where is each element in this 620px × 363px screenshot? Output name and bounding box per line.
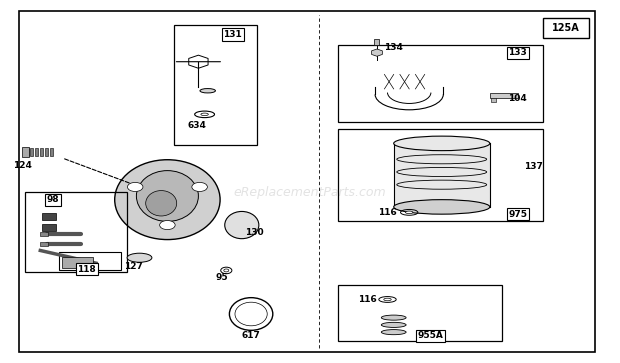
Bar <box>40 232 48 236</box>
Ellipse shape <box>136 171 198 221</box>
Bar <box>25 148 29 156</box>
Text: 955A: 955A <box>418 331 444 340</box>
Ellipse shape <box>224 211 259 239</box>
Bar <box>30 148 33 156</box>
Ellipse shape <box>394 200 490 214</box>
Bar <box>40 148 43 156</box>
Bar <box>50 148 53 156</box>
Text: 125A: 125A <box>552 23 580 33</box>
Ellipse shape <box>192 183 207 192</box>
Bar <box>59 252 121 270</box>
Text: 124: 124 <box>13 161 32 170</box>
Bar <box>542 18 589 38</box>
Text: 95: 95 <box>215 273 228 282</box>
Text: 118: 118 <box>78 265 96 274</box>
Bar <box>22 147 29 157</box>
Ellipse shape <box>405 211 413 213</box>
Bar <box>25 192 127 272</box>
Bar <box>62 257 93 268</box>
Ellipse shape <box>201 113 208 115</box>
Ellipse shape <box>128 183 143 192</box>
Ellipse shape <box>200 89 216 93</box>
Bar <box>35 148 38 156</box>
Text: 116: 116 <box>358 295 376 304</box>
Bar <box>40 242 48 246</box>
Text: 131: 131 <box>223 30 242 39</box>
Ellipse shape <box>235 302 267 326</box>
Bar <box>42 213 56 220</box>
Ellipse shape <box>127 253 152 262</box>
Ellipse shape <box>160 221 175 230</box>
Bar <box>338 285 502 341</box>
Bar <box>338 45 542 122</box>
Bar <box>490 93 518 98</box>
Bar <box>374 39 379 45</box>
Ellipse shape <box>146 191 177 216</box>
Ellipse shape <box>381 322 406 327</box>
Text: 130: 130 <box>245 228 264 237</box>
Text: 104: 104 <box>508 94 527 102</box>
Ellipse shape <box>394 136 490 151</box>
Text: 98: 98 <box>46 195 59 204</box>
Ellipse shape <box>381 315 406 320</box>
Text: 116: 116 <box>378 208 397 217</box>
Bar <box>174 25 257 145</box>
Bar <box>45 148 48 156</box>
Text: 137: 137 <box>524 163 542 171</box>
Bar <box>338 129 542 221</box>
Text: 133: 133 <box>508 48 527 57</box>
Text: 617: 617 <box>242 331 260 340</box>
Text: 127: 127 <box>124 262 143 271</box>
Ellipse shape <box>384 298 391 301</box>
Text: 634: 634 <box>188 121 206 130</box>
Bar <box>42 224 56 231</box>
Bar <box>394 143 490 207</box>
Ellipse shape <box>381 330 406 335</box>
Text: eReplacementParts.com: eReplacementParts.com <box>234 186 386 199</box>
Text: 134: 134 <box>384 43 403 52</box>
Ellipse shape <box>115 160 220 240</box>
Bar <box>491 98 496 102</box>
Text: 975: 975 <box>508 210 527 219</box>
